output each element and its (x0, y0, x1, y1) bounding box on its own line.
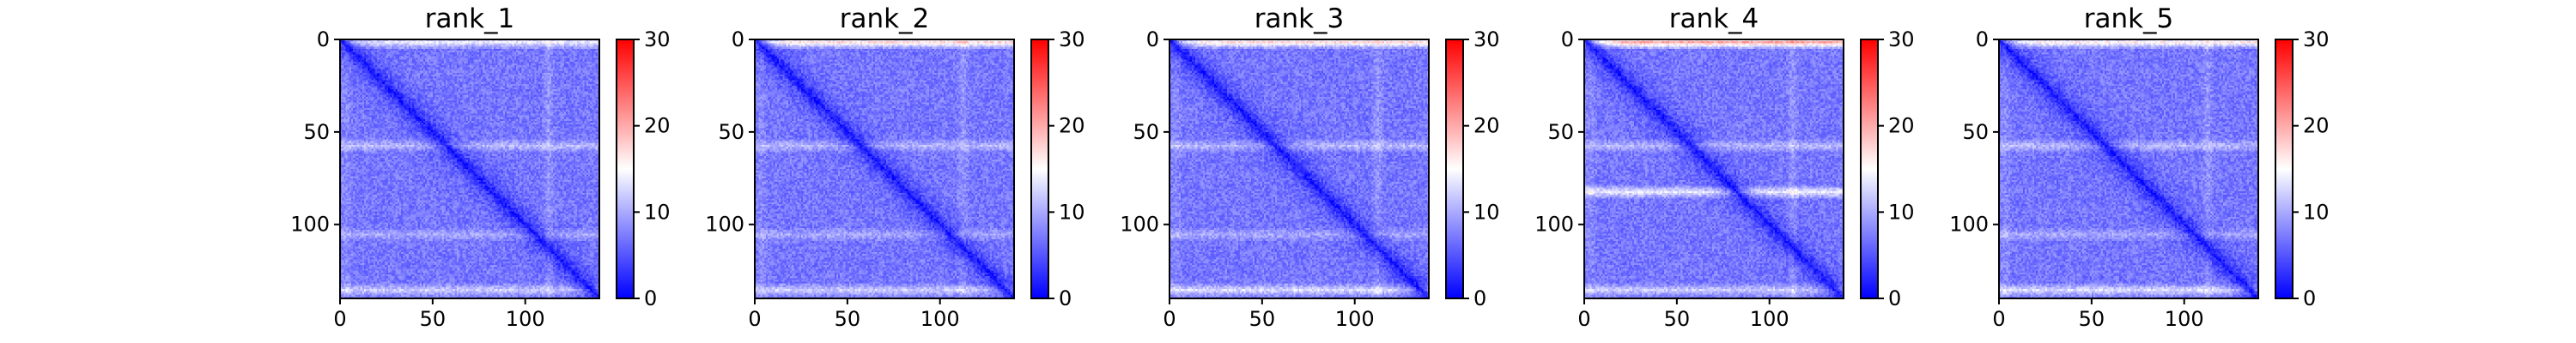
x-tick-label: 100 (2165, 307, 2204, 331)
colorbar-tick-label: 20 (1888, 114, 1915, 138)
plot-frame (754, 39, 1015, 299)
colorbar-tick-label: 30 (2303, 27, 2330, 51)
x-tick-label: 0 (333, 307, 346, 331)
plot-frame (1998, 39, 2259, 299)
colorbar-tick-label: 0 (2303, 286, 2316, 310)
colorbar-gradient (617, 39, 634, 298)
y-tick-label: 50 (718, 120, 744, 144)
colorbar-tick-label: 10 (644, 200, 671, 224)
x-tick-label: 0 (1163, 307, 1176, 331)
colorbar: 0 10 20 30 (616, 27, 671, 310)
heatmap-cells (340, 39, 599, 298)
x-tick-label: 50 (420, 307, 447, 331)
y-tick-label: 50 (303, 120, 330, 144)
colorbar-tick-label: 20 (1059, 114, 1085, 138)
colorbar-tick-label: 20 (1473, 114, 1500, 138)
y-tick-label: 0 (317, 27, 330, 51)
colorbar-frame (2275, 39, 2293, 299)
colorbar-tick-label: 30 (1059, 27, 1085, 51)
colorbar-tick-label: 0 (1888, 286, 1901, 310)
y-tick-label: 0 (1561, 27, 1574, 51)
x-tick-label: 50 (1664, 307, 1691, 331)
y-tick-label: 50 (1133, 120, 1159, 144)
heatmap-panel-4: rank_4 0 50 100 0 50 100 0 10 20 30 (1534, 3, 1914, 331)
plot-frame (339, 39, 600, 299)
colorbar-tick-label: 30 (1473, 27, 1500, 51)
colorbar-tick-label: 0 (1059, 286, 1072, 310)
colorbar-gradient (1446, 39, 1463, 298)
panel-title: rank_2 (840, 3, 930, 34)
heatmap-cells (1170, 39, 1429, 298)
heatmap-panel-2: rank_2 0 50 100 0 50 100 0 10 20 30 (705, 3, 1084, 331)
y-tick-label: 50 (1547, 120, 1574, 144)
x-tick-label: 100 (1335, 307, 1375, 331)
colorbar: 0 10 20 30 (2275, 27, 2330, 310)
y-tick-label: 100 (1534, 213, 1574, 237)
colorbar: 0 10 20 30 (1445, 27, 1500, 310)
x-tick-label: 100 (1750, 307, 1789, 331)
y-tick-label: 50 (1962, 120, 1989, 144)
x-tick-label: 50 (1249, 307, 1276, 331)
colorbar-tick-label: 30 (644, 27, 671, 51)
x-tick-label: 50 (2079, 307, 2105, 331)
colorbar-tick-label: 20 (2303, 114, 2330, 138)
colorbar-tick-label: 10 (1059, 200, 1085, 224)
colorbar-gradient (2275, 39, 2293, 298)
heatmap-cells (1999, 39, 2258, 298)
colorbar-tick-label: 10 (1888, 200, 1915, 224)
colorbar-tick-label: 30 (1888, 27, 1915, 51)
panel-title: rank_1 (425, 3, 515, 34)
colorbar-gradient (1031, 39, 1048, 298)
heatmap-panel-3: rank_3 0 50 100 0 50 100 0 10 20 30 (1120, 3, 1499, 331)
colorbar-tick-label: 0 (1473, 286, 1486, 310)
panel-title: rank_4 (1669, 3, 1759, 34)
plot-frame (1583, 39, 1844, 299)
x-tick-label: 100 (506, 307, 545, 331)
x-tick-label: 100 (920, 307, 960, 331)
colorbar-tick-label: 10 (2303, 200, 2330, 224)
colorbar: 0 10 20 30 (1030, 27, 1085, 310)
panel-title: rank_5 (2084, 3, 2174, 34)
heatmap-cells (755, 39, 1014, 298)
x-tick-label: 50 (835, 307, 861, 331)
plot-frame (1169, 39, 1430, 299)
y-tick-label: 100 (290, 213, 330, 237)
heatmap-panel-1: rank_1 0 50 100 0 50 100 0 10 20 30 (290, 3, 670, 331)
colorbar-frame (1030, 39, 1049, 299)
y-tick-label: 100 (705, 213, 744, 237)
y-tick-label: 100 (1949, 213, 1989, 237)
colorbar-frame (616, 39, 635, 299)
colorbar: 0 10 20 30 (1860, 27, 1915, 310)
y-tick-label: 100 (1120, 213, 1159, 237)
x-tick-label: 0 (1577, 307, 1590, 331)
y-tick-label: 0 (1976, 27, 1989, 51)
x-tick-label: 0 (748, 307, 761, 331)
heatmap-panel-5: rank_5 0 50 100 0 50 100 0 10 20 30 (1949, 3, 2329, 331)
panel-title: rank_3 (1255, 3, 1345, 34)
x-tick-label: 0 (1992, 307, 2005, 331)
y-tick-label: 0 (732, 27, 744, 51)
colorbar-frame (1860, 39, 1879, 299)
heatmap-cells (1584, 39, 1844, 298)
colorbar-tick-label: 10 (1473, 200, 1500, 224)
colorbar-tick-label: 20 (644, 114, 671, 138)
y-tick-label: 0 (1146, 27, 1159, 51)
colorbar-tick-label: 0 (644, 286, 657, 310)
colorbar-gradient (1861, 39, 1878, 298)
colorbar-frame (1445, 39, 1464, 299)
